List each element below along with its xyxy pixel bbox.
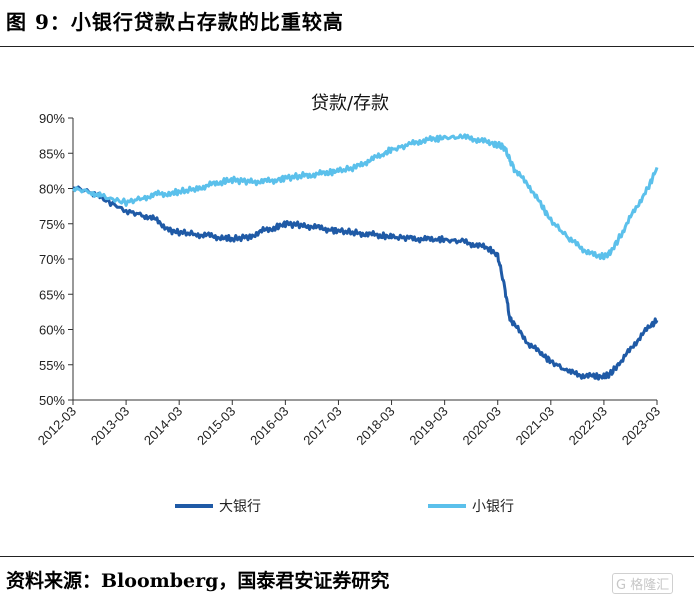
x-tick-label: 2020-03 <box>459 404 503 448</box>
x-tick-label: 2016-03 <box>247 404 291 448</box>
x-tick-label: 2014-03 <box>141 404 185 448</box>
x-tick-label: 2019-03 <box>406 404 450 448</box>
x-tick-label: 2013-03 <box>88 404 132 448</box>
y-axis: 50% 55% 60% 65% 70% 75% 80% 85% 90% <box>39 111 74 408</box>
x-axis: 2012-03 2013-03 2014-03 2015-03 2016-03 2017-… <box>35 399 663 448</box>
y-tick-label: 80% <box>39 182 65 197</box>
y-tick-label: 60% <box>39 323 65 338</box>
series-line-large-banks <box>72 185 659 381</box>
source-note: 资料来源：Bloomberg，国泰君安证券研究 <box>6 570 390 592</box>
line-chart: 贷款/存款 50% 55% 60% 65% 70% 75% 80% 85% 90% 2012-0… <box>35 93 663 515</box>
y-tick-label: 70% <box>39 252 65 267</box>
y-tick-label: 65% <box>39 287 65 302</box>
x-tick-label: 2021-03 <box>513 404 557 448</box>
y-tick-label: 55% <box>39 358 65 373</box>
x-tick-label: 2015-03 <box>194 404 238 448</box>
y-tick-label: 85% <box>39 146 65 161</box>
legend-label: 小银行 <box>472 499 514 515</box>
legend: 大银行 小银行 <box>175 499 514 515</box>
x-tick-label: 2023-03 <box>619 404 663 448</box>
legend-label: 大银行 <box>219 499 261 515</box>
y-tick-label: 75% <box>39 217 65 232</box>
series-layer <box>71 133 659 381</box>
y-tick-label: 90% <box>39 111 65 126</box>
top-divider <box>0 46 694 47</box>
y-tick-label: 50% <box>39 393 65 408</box>
chart-title: 贷款/存款 <box>311 93 389 114</box>
x-tick-label: 2018-03 <box>353 404 397 448</box>
x-tick-label: 2012-03 <box>35 404 79 448</box>
x-tick-label: 2017-03 <box>300 404 344 448</box>
watermark-logo: G 格隆汇 <box>612 573 674 594</box>
bottom-divider <box>0 556 694 557</box>
figure-title: 图 9：小银行贷款占存款的比重较高 <box>6 10 344 34</box>
x-tick-label: 2022-03 <box>566 404 610 448</box>
series-line-small-banks <box>71 133 659 261</box>
